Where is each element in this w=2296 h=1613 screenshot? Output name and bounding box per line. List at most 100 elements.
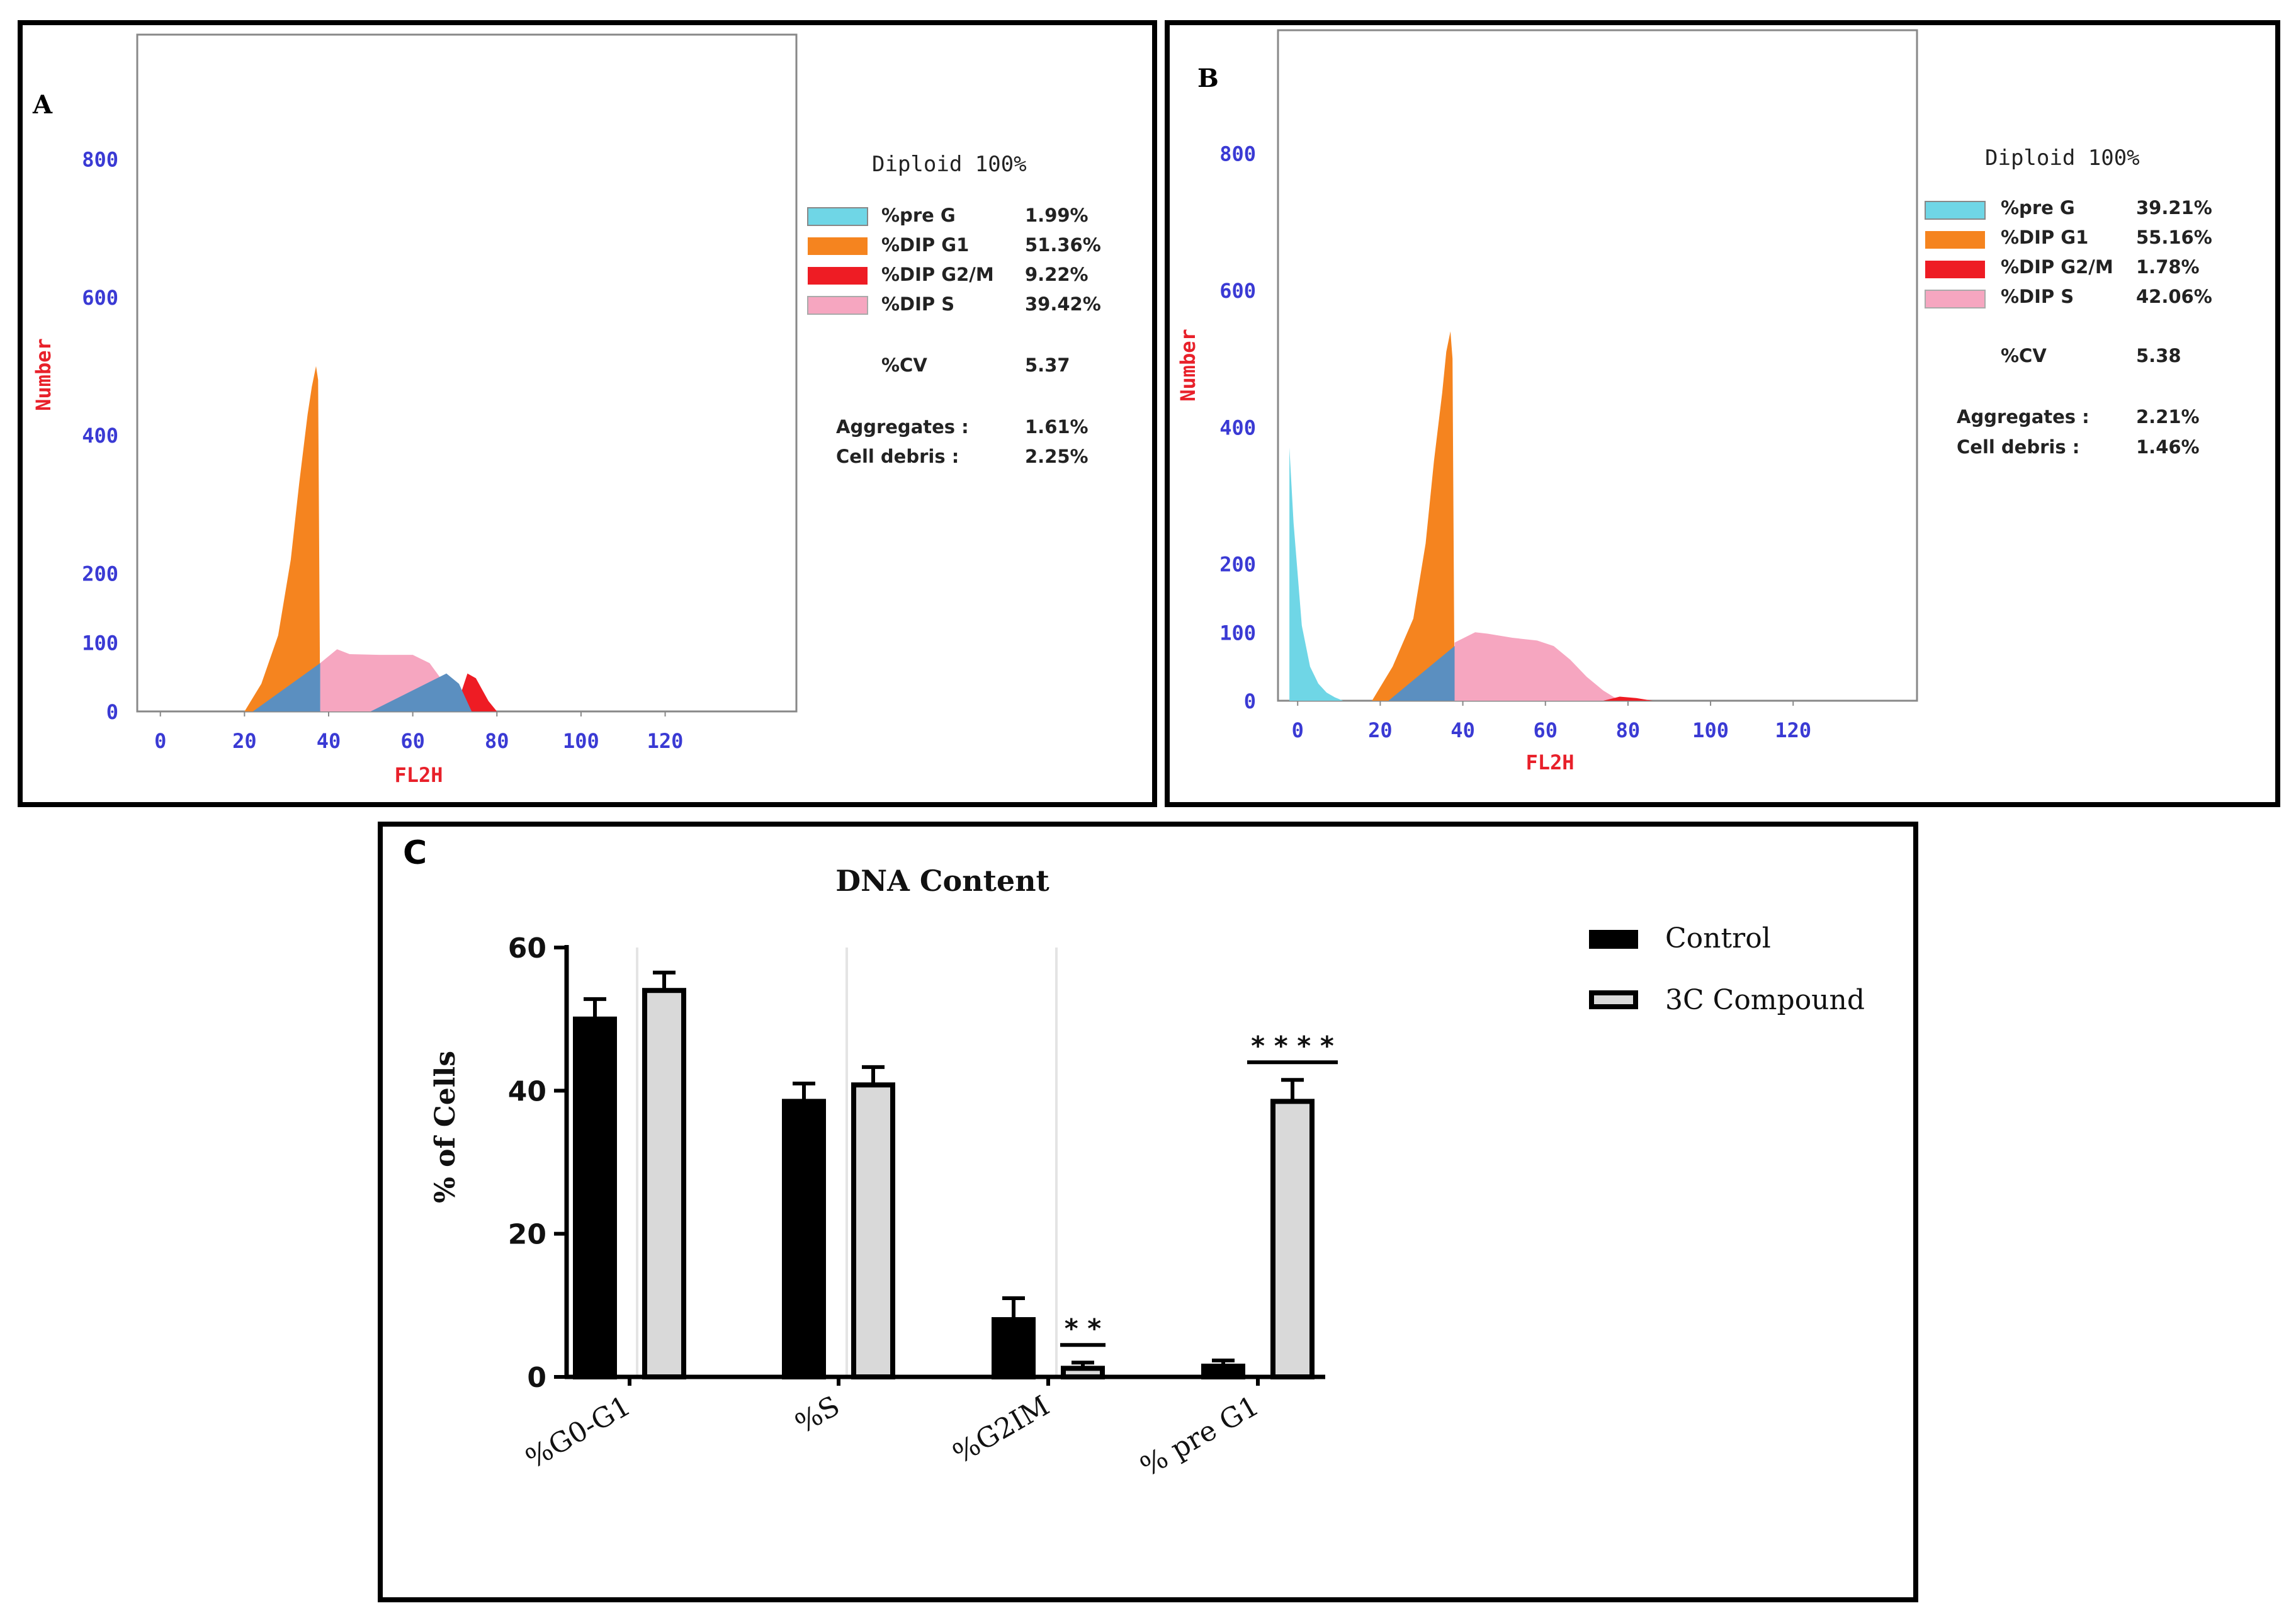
panel-c-ylabel: % of Cells <box>429 1051 461 1203</box>
panel-a-cv-value: 5.37 <box>1025 354 1070 376</box>
y-tick-label: 20 <box>508 1219 546 1251</box>
panel-c-significance: * * * * * * <box>1060 1030 1338 1347</box>
panel-b-xlabel: FL2H <box>1525 750 1574 774</box>
panel-a-legend-swatch-g1 <box>808 237 868 255</box>
panel-c-x-ticks: %G0-G1 %S %G2IM % pre G1 <box>521 1377 1265 1483</box>
x-tick-label: 20 <box>1368 718 1393 742</box>
panel-b-aggregates-value: 2.21% <box>2136 406 2200 427</box>
y-tick-label: 60 <box>508 932 546 965</box>
panel-b-marks <box>1289 331 1653 701</box>
y-tick-label: 200 <box>82 562 118 586</box>
panel-a-legend-label-pre-g: %pre G <box>881 205 956 226</box>
panel-a-ylabel: Number <box>31 338 55 411</box>
panel-c-axes <box>564 945 1325 1379</box>
panel-c-letter: C <box>403 834 427 872</box>
bar-control-0 <box>573 1016 617 1379</box>
x-tick-label: 120 <box>647 729 684 753</box>
x-tick-label: 80 <box>1616 718 1641 742</box>
panel-a-plot-area <box>136 33 798 713</box>
panel-b-aggregates-label: Aggregates : <box>1957 406 2090 427</box>
y-tick-label: 400 <box>1219 416 1256 439</box>
area-a-0 <box>244 366 320 711</box>
panel-b-plot-area <box>1277 29 1918 702</box>
x-tick-label: 20 <box>232 729 257 753</box>
panel-b-legend-value-s: 42.06% <box>2136 286 2212 307</box>
x-tick-label: 60 <box>400 729 425 753</box>
panel-b-legend-label-g2m: %DIP G2/M <box>2001 256 2113 278</box>
y-tick-label: 200 <box>1219 553 1256 577</box>
panel-a-legend-value-g2m: 9.22% <box>1025 264 1089 285</box>
panel-b-legend-value-g1: 55.16% <box>2136 227 2212 248</box>
y-tick-label: 40 <box>508 1075 546 1107</box>
panel-b-legend-label-pre-g: %pre G <box>2001 197 2075 218</box>
x-tick-label: 40 <box>317 729 341 753</box>
panel-b-ylabel: Number <box>1176 329 1200 402</box>
bar-compound-0 <box>642 988 686 1379</box>
panel-b-cv-label: %CV <box>2001 345 2047 366</box>
panel-a-legend-swatch-g2m <box>808 267 868 285</box>
x-tick-label: 80 <box>485 729 509 753</box>
panel-b-legend-label-g1: %DIP G1 <box>2001 227 2088 248</box>
area-b-1 <box>1372 331 1455 701</box>
x-tick-label: %S <box>790 1389 845 1440</box>
panel-a-x-ticks: 0 20 40 60 80 100 120 <box>154 711 683 753</box>
bar-compound-3 <box>1270 1099 1315 1379</box>
panel-a-legend-label-g1: %DIP G1 <box>881 234 969 256</box>
x-tick-label: % pre G1 <box>1135 1389 1265 1483</box>
panel-a-legend-value-s: 39.42% <box>1025 293 1101 315</box>
y-tick-label: 800 <box>82 147 118 171</box>
panel-b-legend-title: Diploid 100% <box>1985 145 2140 171</box>
panel-a-aggregates-label: Aggregates : <box>836 416 969 438</box>
panel-b-letter: B <box>1197 64 1219 93</box>
y-tick-label: 600 <box>1219 279 1256 303</box>
y-tick-label: 100 <box>82 631 118 655</box>
area-b-3 <box>1603 696 1653 701</box>
panel-a-legend-title: Diploid 100% <box>872 152 1027 177</box>
panel-a-letter: A <box>32 90 53 120</box>
panel-a-legend-swatch-pre-g <box>807 207 868 226</box>
panel-a-debris-value: 2.25% <box>1025 446 1089 467</box>
panel-b-debris-label: Cell debris : <box>1957 436 2079 458</box>
y-tick-label: 0 <box>527 1362 546 1394</box>
x-tick-label: %G2IM <box>947 1389 1055 1470</box>
x-tick-label: 0 <box>154 729 166 753</box>
panel-a-legend-swatch-s <box>807 296 868 315</box>
panel-c-gridlines <box>636 948 1058 1377</box>
panel-a-debris-label: Cell debris : <box>836 446 959 467</box>
panel-c-y-ticks: 0 20 40 60 <box>508 932 567 1394</box>
panel-a-aggregates-value: 1.61% <box>1025 416 1089 438</box>
significance-label: * * <box>1065 1313 1102 1344</box>
panel-b-legend-swatch-pre-g <box>1925 201 1986 220</box>
panel-b-y-ticks: 0 100 200 400 600 800 <box>1219 142 1256 713</box>
panel-a-marks <box>244 366 497 711</box>
y-tick-label: 600 <box>82 286 118 310</box>
bar-control-2 <box>992 1317 1036 1379</box>
area-a-3 <box>252 663 472 711</box>
panel-c-title: DNA Content <box>835 864 1049 898</box>
panel-b-legend-swatch-g1 <box>1925 231 1985 249</box>
panel-b-legend-value-pre-g: 39.21% <box>2136 197 2212 218</box>
panel-b-legend-swatch-s <box>1925 290 1986 308</box>
panel-b-legend-label-s: %DIP S <box>2001 286 2074 307</box>
panel-c-bars <box>573 970 1315 1380</box>
panel-b-legend-swatch-g2m <box>1925 261 1985 278</box>
area-b-2 <box>1454 632 1620 701</box>
x-tick-label: 100 <box>563 729 599 753</box>
bar-compound-1 <box>851 1082 895 1379</box>
panel-c-legend-swatch-control <box>1589 930 1638 949</box>
significance-label: * * * * <box>1251 1030 1334 1061</box>
panel-b-cv-value: 5.38 <box>2136 345 2181 366</box>
panel-c-legend-label-compound: 3C Compound <box>1665 984 1865 1016</box>
panel-a-legend-value-pre-g: 1.99% <box>1025 205 1089 226</box>
x-tick-label: 0 <box>1292 718 1304 742</box>
panel-b-legend-value-g2m: 1.78% <box>2136 256 2200 278</box>
panel-c-frame <box>378 822 1918 1602</box>
x-tick-label: 100 <box>1692 718 1729 742</box>
y-tick-label: 100 <box>1219 621 1256 645</box>
panel-b-x-ticks: 0 20 40 60 80 100 120 <box>1292 701 1811 742</box>
x-tick-label: 40 <box>1451 718 1475 742</box>
area-b-4 <box>1388 646 1455 701</box>
panel-a-legend-label-g2m: %DIP G2/M <box>881 264 994 285</box>
